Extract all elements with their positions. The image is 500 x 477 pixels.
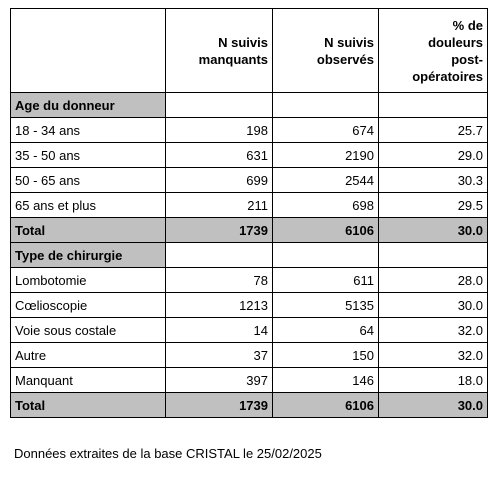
header-line: douleurs xyxy=(428,34,483,50)
number-cell: 14 xyxy=(165,317,273,343)
label-cell: Total xyxy=(10,217,166,243)
header-row: N suivis manquants N suivis observés% de dou… xyxy=(10,8,488,93)
number-cell: 29.5 xyxy=(378,192,488,218)
table-body: N suivis manquants N suivis observés% de dou… xyxy=(10,8,488,418)
label-cell: Manquant xyxy=(10,367,166,393)
number-cell: 29.0 xyxy=(378,142,488,168)
section-row: Type de chirurgie xyxy=(10,242,488,268)
label-cell: 18 - 34 ans xyxy=(10,117,166,143)
header-cell: % de douleurs post-opératoires xyxy=(378,8,488,93)
label-cell: Voie sous costale xyxy=(10,317,166,343)
empty-cell xyxy=(272,242,379,268)
number-cell: 18.0 xyxy=(378,367,488,393)
data-row: Autre 37 150 32.0 xyxy=(10,342,488,368)
header-line: manquants xyxy=(198,51,268,67)
number-cell: 30.0 xyxy=(378,392,488,418)
number-cell: 64 xyxy=(272,317,379,343)
header-line: observés xyxy=(316,51,374,67)
label-cell: 65 ans et plus xyxy=(10,192,166,218)
empty-cell xyxy=(378,242,488,268)
header-line: N suivis xyxy=(218,34,268,50)
number-cell: 78 xyxy=(165,267,273,293)
section-row: Age du donneur xyxy=(10,92,488,118)
number-cell: 211 xyxy=(165,192,273,218)
number-cell: 698 xyxy=(272,192,379,218)
header-line: post- xyxy=(451,51,483,67)
number-cell: 2544 xyxy=(272,167,379,193)
number-cell: 1739 xyxy=(165,392,273,418)
number-cell: 30.3 xyxy=(378,167,488,193)
empty-cell xyxy=(272,92,379,118)
label-cell: Autre xyxy=(10,342,166,368)
number-cell: 2190 xyxy=(272,142,379,168)
number-cell: 6106 xyxy=(272,392,379,418)
number-cell: 30.0 xyxy=(378,292,488,318)
header-cell: N suivis observés xyxy=(272,8,379,93)
section-title: Age du donneur xyxy=(10,92,166,118)
label-cell: 35 - 50 ans xyxy=(10,142,166,168)
number-cell: 699 xyxy=(165,167,273,193)
data-row: Manquant 397 146 18.0 xyxy=(10,367,488,393)
total-row: Total 1739 6106 30.0 xyxy=(10,392,488,418)
number-cell: 150 xyxy=(272,342,379,368)
data-row: Cœlioscopie 1213 5135 30.0 xyxy=(10,292,488,318)
header-line: opératoires xyxy=(412,68,483,84)
header-cell xyxy=(10,8,166,93)
number-cell: 32.0 xyxy=(378,317,488,343)
header-cell: N suivis manquants xyxy=(165,8,273,93)
number-cell: 1739 xyxy=(165,217,273,243)
number-cell: 5135 xyxy=(272,292,379,318)
label-cell: Lombotomie xyxy=(10,267,166,293)
total-row: Total 1739 6106 30.0 xyxy=(10,217,488,243)
number-cell: 1213 xyxy=(165,292,273,318)
data-row: 65 ans et plus 211 698 29.5 xyxy=(10,192,488,218)
number-cell: 146 xyxy=(272,367,379,393)
number-cell: 37 xyxy=(165,342,273,368)
number-cell: 25.7 xyxy=(378,117,488,143)
number-cell: 397 xyxy=(165,367,273,393)
data-row: Voie sous costale 14 64 32.0 xyxy=(10,317,488,343)
number-cell: 6106 xyxy=(272,217,379,243)
number-cell: 32.0 xyxy=(378,342,488,368)
empty-cell xyxy=(165,242,273,268)
label-cell: Cœlioscopie xyxy=(10,292,166,318)
label-cell: Total xyxy=(10,392,166,418)
empty-cell xyxy=(165,92,273,118)
number-cell: 611 xyxy=(272,267,379,293)
number-cell: 674 xyxy=(272,117,379,143)
number-cell: 28.0 xyxy=(378,267,488,293)
section-title: Type de chirurgie xyxy=(10,242,166,268)
data-row: Lombotomie 78 611 28.0 xyxy=(10,267,488,293)
footnote: Données extraites de la base CRISTAL le … xyxy=(14,446,322,461)
empty-cell xyxy=(378,92,488,118)
number-cell: 30.0 xyxy=(378,217,488,243)
number-cell: 198 xyxy=(165,117,273,143)
header-line: N suivis xyxy=(324,34,374,50)
header-line: % de xyxy=(452,17,483,33)
data-table: N suivis manquants N suivis observés% de dou… xyxy=(10,8,488,418)
data-row: 18 - 34 ans 198 674 25.7 xyxy=(10,117,488,143)
data-row: 35 - 50 ans 631 2190 29.0 xyxy=(10,142,488,168)
number-cell: 631 xyxy=(165,142,273,168)
label-cell: 50 - 65 ans xyxy=(10,167,166,193)
data-row: 50 - 65 ans 699 2544 30.3 xyxy=(10,167,488,193)
